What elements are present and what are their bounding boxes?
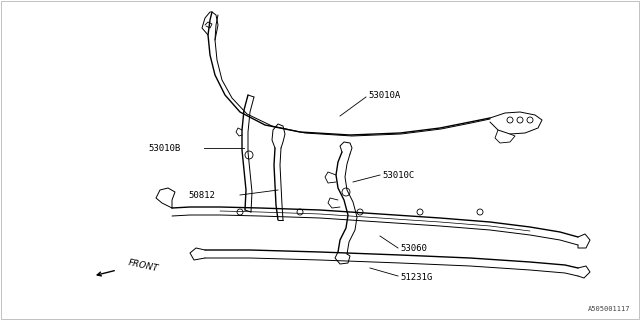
Text: 53010A: 53010A [368,91,400,100]
Text: A505001117: A505001117 [588,306,630,312]
Text: 53010C: 53010C [382,171,414,180]
Text: FRONT: FRONT [127,259,159,274]
Text: 50812: 50812 [188,190,215,199]
Text: 51231G: 51231G [400,274,432,283]
Text: 53060: 53060 [400,244,427,252]
Text: 53010B: 53010B [148,143,180,153]
